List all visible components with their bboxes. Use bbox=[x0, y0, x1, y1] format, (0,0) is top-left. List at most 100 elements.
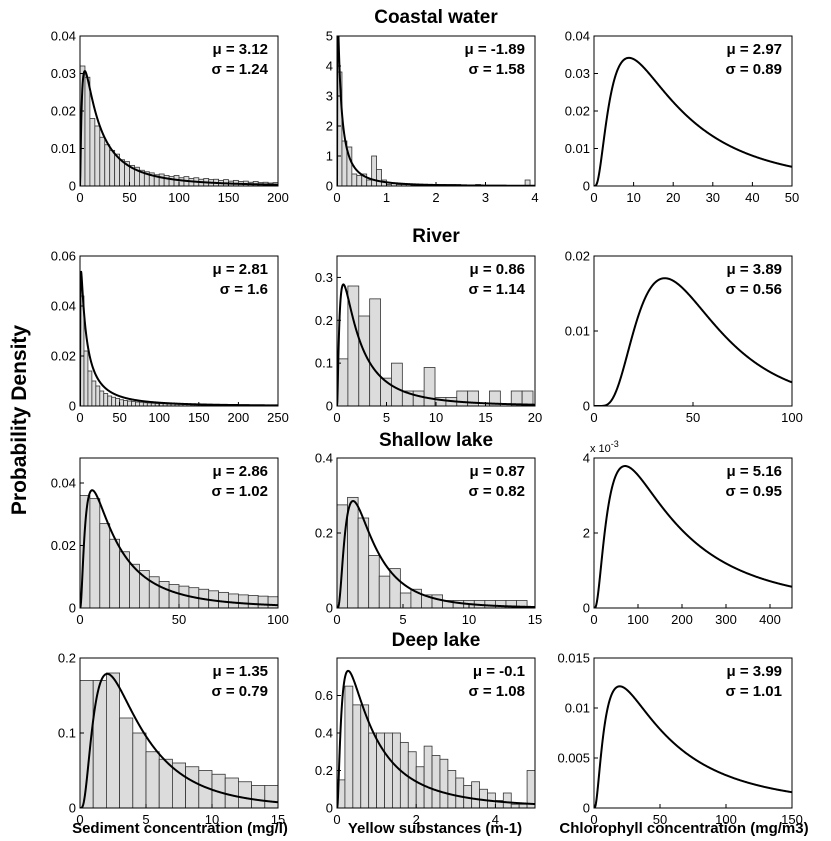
panel-3-1-bar-11 bbox=[423, 745, 433, 808]
panel-2-0-xtick-label-1: 50 bbox=[172, 612, 186, 627]
panel-1-2-sigma-label: σ = 0.56 bbox=[725, 281, 782, 298]
panel-0-0-bar-6 bbox=[109, 149, 116, 186]
panel-1-0-ytick-label-2: 0.04 bbox=[51, 299, 76, 314]
panel-1-1-bar-8 bbox=[423, 367, 436, 406]
panel-0-0-bar-17 bbox=[163, 175, 170, 186]
panel-0-1-xtick-label-2: 2 bbox=[432, 190, 439, 205]
panel-2-0-bar-15 bbox=[228, 593, 239, 608]
panel-1-0-xtick-label-2: 100 bbox=[148, 410, 170, 425]
panel-1-1-fit-curve bbox=[337, 283, 535, 406]
panel-3-1-ytick-label-0: 0 bbox=[326, 801, 333, 816]
panel-3-0-ytick-label-0: 0 bbox=[69, 801, 76, 816]
x-axis-label-col-0: Sediment concentration (mg/l) bbox=[72, 820, 288, 837]
panel-0-2-xtick-label-0: 0 bbox=[590, 190, 597, 205]
panel-3-0-bar-4 bbox=[132, 732, 147, 808]
panel-3-1-xtick-label-1: 2 bbox=[413, 812, 420, 827]
panel-0-1-bar-38 bbox=[524, 179, 531, 186]
panel-2-1-ytick-label-2: 0.4 bbox=[315, 451, 333, 466]
panel-0-1-bar-3 bbox=[351, 173, 358, 186]
panel-3-1-bar-23 bbox=[518, 803, 528, 808]
panel-3-1-xtick-label-2: 4 bbox=[492, 812, 499, 827]
panel-0-0-bar-4 bbox=[99, 136, 106, 186]
panel-2-0-mu-label: μ = 2.86 bbox=[213, 463, 268, 480]
panel-0-0-ytick-label-2: 0.02 bbox=[51, 104, 76, 119]
panel-1-1-xtick-label-4: 20 bbox=[528, 410, 542, 425]
panel-2-2-ytick-label-0: 0 bbox=[583, 601, 590, 616]
panel-3-0-xtick-label-1: 5 bbox=[142, 812, 149, 827]
panel-1-0-bar-6 bbox=[103, 393, 109, 406]
panel-1-0-axes-box bbox=[79, 255, 279, 407]
panel-3-2-xtick-label-2: 100 bbox=[715, 812, 737, 827]
panel-2-1-bar-6 bbox=[399, 592, 412, 608]
panel-3-1-bar-10 bbox=[415, 766, 425, 808]
panel-2-1-bar-1 bbox=[347, 496, 359, 608]
panel-2-1-xtick-label-2: 10 bbox=[462, 612, 476, 627]
panel-2-1-bar-9 bbox=[431, 594, 444, 608]
panel-3-0-ytick-label-1: 0.1 bbox=[58, 726, 76, 741]
panel-1-1-bar-14 bbox=[489, 390, 501, 406]
panel-1-0-xtick-label-0: 0 bbox=[76, 410, 83, 425]
panel-1-1-bar-11 bbox=[456, 390, 469, 406]
panel-1-0-bar-10 bbox=[119, 399, 124, 406]
panel-0-2-xtick-label-2: 20 bbox=[666, 190, 680, 205]
panel-3-0-bar-2 bbox=[106, 672, 121, 808]
panel-0-2-ytick-label-1: 0.01 bbox=[565, 141, 590, 156]
panel-1-0-bar-15 bbox=[138, 401, 144, 406]
panel-3-2-xtick-label-1: 50 bbox=[653, 812, 667, 827]
panel-3-1-mu-label: μ = -0.1 bbox=[473, 663, 525, 680]
panel-0-0-fit-curve bbox=[80, 70, 278, 186]
panel-0-2-xtick-label-5: 50 bbox=[785, 190, 799, 205]
panel-3-2: 0 50 100 150 0 0.005 0.01 0.015 μ = 3.99 σ = 1.01 bbox=[557, 651, 802, 828]
panel-1-1-sigma-label: σ = 1.14 bbox=[468, 281, 525, 298]
panel-2-2-axes-box bbox=[593, 457, 793, 609]
panel-0-0-bar-3 bbox=[94, 125, 101, 186]
panel-3-2-ytick-label-2: 0.01 bbox=[565, 701, 590, 716]
panel-2-1-xtick-label-3: 15 bbox=[528, 612, 542, 627]
panel-3-1-bar-24 bbox=[526, 770, 535, 808]
panel-1-0-bar-5 bbox=[99, 390, 105, 406]
panel-1-1-xtick-label-3: 15 bbox=[478, 410, 492, 425]
panel-2-2-xtick-label-4: 400 bbox=[759, 612, 781, 627]
panel-0-1-ytick-label-0: 0 bbox=[326, 179, 333, 194]
panel-0-2-xtick-label-1: 10 bbox=[626, 190, 640, 205]
panel-0-2-xtick-label-3: 30 bbox=[706, 190, 720, 205]
panel-0-1-axes-box bbox=[336, 35, 536, 187]
panel-2-0: 0 50 100 0 0.02 0.04 μ = 2.86 σ = 1.02 bbox=[51, 457, 289, 627]
panel-1-1-xtick-label-2: 10 bbox=[429, 410, 443, 425]
panel-0-2-ytick-label-3: 0.03 bbox=[565, 66, 590, 81]
panel-0-0-bar-20 bbox=[178, 177, 185, 186]
panel-0-0-xtick-label-1: 50 bbox=[122, 190, 136, 205]
panel-0-0-ytick-label-3: 0.03 bbox=[51, 66, 76, 81]
panel-0-2-ytick-label-2: 0.02 bbox=[565, 104, 590, 119]
panel-3-1-bar-1 bbox=[344, 685, 354, 808]
panel-2-0-xtick-label-2: 100 bbox=[267, 612, 289, 627]
panel-2-0-bar-3 bbox=[109, 538, 120, 608]
panel-2-0-bar-14 bbox=[218, 591, 229, 608]
panel-2-0-ytick-label-0: 0 bbox=[69, 601, 76, 616]
panel-2-2-fit-curve bbox=[594, 465, 792, 608]
panel-3-2-ytick-label-0: 0 bbox=[583, 801, 590, 816]
row-title-1: River bbox=[412, 226, 460, 247]
panel-3-0-bar-3 bbox=[119, 717, 134, 808]
row-title-2: Shallow lake bbox=[379, 430, 493, 451]
panel-3-2-fit-curve bbox=[594, 685, 792, 808]
panel-3-1-bar-15 bbox=[455, 777, 465, 808]
panel-0-1-sigma-label: σ = 1.58 bbox=[468, 61, 525, 78]
panel-1-1-xtick-label-0: 0 bbox=[333, 410, 340, 425]
panel-1-0-bar-11 bbox=[123, 400, 128, 406]
panel-1-1-bar-17 bbox=[521, 390, 534, 406]
panel-0-1-xtick-label-1: 1 bbox=[383, 190, 390, 205]
panel-2-0-bar-9 bbox=[168, 584, 180, 608]
panel-1-0: 0 50 100 150 200 250 0 0.02 0.04 0.06 μ = 2.81 σ = … bbox=[51, 249, 289, 426]
panel-1-0-xtick-label-4: 200 bbox=[228, 410, 250, 425]
panel-1-0-bar-2 bbox=[87, 370, 93, 406]
panel-3-1-ytick-label-2: 0.4 bbox=[315, 726, 333, 741]
panel-1-0-ytick-label-0: 0 bbox=[69, 399, 76, 414]
panel-1-0-bar-8 bbox=[111, 396, 117, 406]
panel-2-0-bar-10 bbox=[178, 585, 190, 608]
panel-0-0-xtick-label-0: 0 bbox=[76, 190, 83, 205]
panel-2-1-ytick-label-0: 0 bbox=[326, 601, 333, 616]
row-title-0: Coastal water bbox=[374, 7, 498, 28]
panel-2-1: 0 5 10 15 0 0.2 0.4 μ = 0.87 σ = 0.82 bbox=[315, 451, 542, 628]
